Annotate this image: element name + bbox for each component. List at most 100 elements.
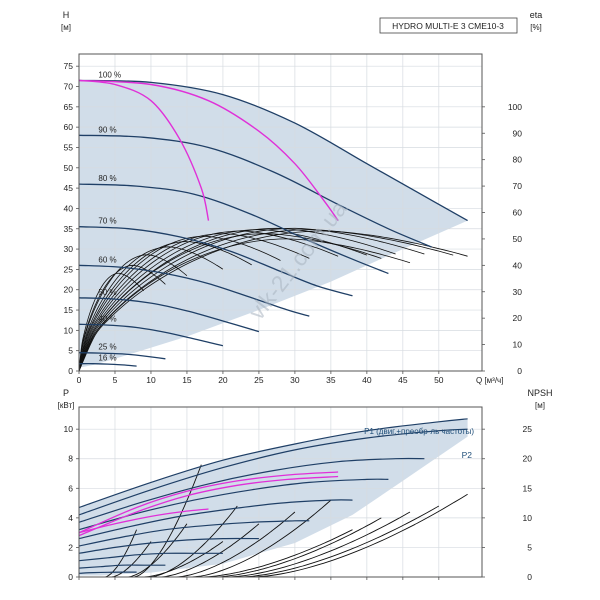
flow-tick-label: 0	[77, 375, 82, 385]
head-axis-title: H	[63, 10, 70, 20]
power-curve	[79, 537, 259, 554]
flow-tick-label: 40	[362, 375, 372, 385]
npsh-tick-label: 0	[527, 572, 532, 582]
power-tick-label: 8	[68, 454, 73, 464]
power-curve	[79, 520, 310, 547]
speed-curve	[79, 352, 166, 360]
head-axis-unit: [м]	[61, 23, 71, 32]
efficiency-curve	[79, 230, 339, 371]
power-plot-frame	[78, 406, 483, 578]
power-tick-label: 0	[68, 572, 73, 582]
speed-curve	[79, 79, 468, 222]
head-tick-label: 15	[64, 305, 74, 315]
head-tick-label: 70	[64, 82, 74, 92]
power-tick-label: 6	[68, 483, 73, 493]
flow-tick-label: 10	[146, 375, 156, 385]
chart-title-box	[379, 17, 518, 34]
power-limit-curve	[79, 508, 209, 534]
power-operating-area	[79, 418, 468, 576]
power-curve	[79, 428, 468, 516]
flow-tick-label: 30	[290, 375, 300, 385]
eta-tick-label: 90	[513, 128, 523, 138]
speed-curve-label: 70 %	[98, 217, 116, 226]
power-tick-label: 4	[68, 513, 73, 523]
efficiency-curve	[79, 235, 281, 371]
eta-tick-label: 100	[508, 102, 522, 112]
speed-curve-label: 80 %	[98, 174, 116, 183]
speed-curve	[79, 183, 389, 275]
flow-tick-label: 45	[398, 375, 408, 385]
head-tick-label: 35	[64, 224, 74, 234]
power-tick-label: 2	[68, 542, 73, 552]
npsh-curve	[227, 511, 411, 577]
npsh-axis-title: NPSH	[527, 388, 552, 398]
head-tick-label: 10	[64, 325, 74, 335]
efficiency-curve	[79, 238, 411, 371]
head-tick-label: 55	[64, 142, 74, 152]
power-axis-title: P	[63, 388, 69, 398]
power-tick-label: 10	[64, 424, 74, 434]
npsh-tick-label: 25	[523, 424, 533, 434]
power-curve	[79, 571, 137, 574]
speed-curve-label: 60 %	[98, 255, 116, 264]
npsh-curve	[253, 493, 468, 577]
power-chart: 0 2 4 6 8 10 0 5 10 15 20 25 P [кВт] NPSH [м] P1 (д…	[58, 388, 553, 582]
head-tick-label: 40	[64, 203, 74, 213]
npsh-curve	[202, 529, 353, 577]
power-curve	[79, 499, 353, 540]
efficiency-curve	[79, 254, 188, 371]
flow-tick-label: 5	[113, 375, 118, 385]
npsh-curve	[240, 505, 440, 577]
power-curve	[79, 552, 223, 562]
speed-curve-label: 100 %	[98, 70, 121, 79]
efficiency-curve	[79, 272, 145, 371]
power-curve	[79, 564, 166, 569]
speed-curve-label: 16 %	[98, 354, 116, 363]
power-limit-curve	[79, 475, 339, 537]
npsh-curve	[214, 517, 382, 577]
speed-curve	[79, 264, 310, 317]
power-limit-curve	[79, 471, 339, 534]
npsh-tick-label: 15	[523, 483, 533, 493]
flow-tick-label: 50	[434, 375, 444, 385]
npsh-curve	[143, 541, 224, 577]
efficiency-curve	[79, 233, 310, 371]
head-tick-label: 45	[64, 183, 74, 193]
head-tick-label: 30	[64, 244, 74, 254]
power-axis-unit: [кВт]	[58, 401, 75, 410]
speed-curve	[79, 323, 224, 347]
power-curve	[79, 457, 425, 523]
flow-tick-label: 20	[218, 375, 228, 385]
npsh-tick-label: 10	[523, 513, 533, 523]
head-tick-label: 60	[64, 122, 74, 132]
speed-curve-label: 25 %	[98, 343, 116, 352]
npsh-curve	[159, 523, 260, 577]
eta-tick-label: 60	[513, 208, 523, 218]
eta-tick-label: 20	[513, 313, 523, 323]
head-tick-label: 20	[64, 285, 74, 295]
speed-curve-label: 50 %	[98, 288, 116, 297]
npsh-curve	[127, 523, 188, 577]
npsh-curve	[176, 511, 296, 577]
head-tick-label: 25	[64, 264, 74, 274]
efficiency-curve	[79, 230, 468, 371]
npsh-tick-label: 20	[523, 454, 533, 464]
efficiency-curve	[79, 227, 425, 371]
head-tick-label: 5	[68, 346, 73, 356]
efficiency-curve	[79, 241, 252, 371]
legend-p1: P1 (двиг.+преобр-ль частоты)	[364, 427, 474, 436]
head-chart: 100 % 90 % 80 % 70 % 60 % 50 % 40 % 25 % 16 % 0 5…	[61, 10, 542, 385]
limit-curve	[79, 79, 210, 221]
power-curve	[79, 418, 468, 509]
npsh-axis-unit: [м]	[535, 401, 545, 410]
eta-axis-unit: [%]	[530, 23, 542, 32]
speed-curve-label: 40 %	[98, 314, 116, 323]
eta-tick-label: 70	[513, 181, 523, 191]
limit-curve	[79, 79, 339, 222]
eta-axis-title: eta	[530, 10, 543, 20]
npsh-curve	[192, 499, 332, 577]
flow-axis-label: Q [м³/ч]	[476, 376, 503, 385]
chart-title: HYDRO MULTI-E 3 CME10-3	[392, 21, 504, 31]
eta-tick-label: 80	[513, 155, 523, 165]
